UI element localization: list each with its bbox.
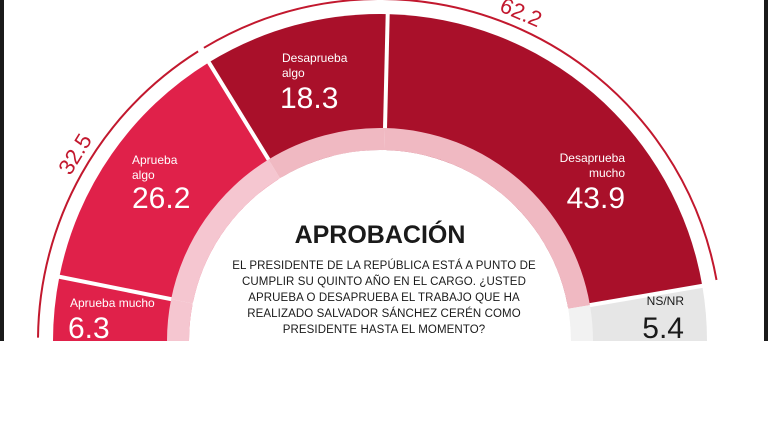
chart-title: APROBACIÓN <box>295 219 466 249</box>
chart-baseline <box>0 341 768 428</box>
value-label-ns-nr: 5.4 <box>642 312 684 345</box>
value-label-aprueba-mucho: 6.3 <box>68 312 110 345</box>
chart-question: EL PRESIDENTE DE LA REPÚBLICA ESTÁ A PUN… <box>232 260 536 336</box>
total-label-1: 32.5 <box>53 129 97 179</box>
total-arc-1 <box>37 50 199 338</box>
category-label-aprueba-algo: Aprueba algo <box>132 153 178 182</box>
inner-band-aprueba-algo <box>171 159 281 304</box>
total-label-2: 62.2 <box>496 0 545 32</box>
inner-band-desaprueba-algo <box>268 128 386 179</box>
total-arc-2 <box>203 0 718 281</box>
inner-band-aprueba-mucho <box>167 299 193 341</box>
category-label-ns-nr: NS/NR <box>647 294 685 308</box>
category-label-aprueba-mucho: Aprueba mucho <box>70 296 155 310</box>
category-label-desaprueba-mucho: Desaprueba mucho <box>560 151 626 180</box>
value-label-aprueba-algo: 26.2 <box>132 182 190 215</box>
inner-band-ns-nr <box>568 305 593 341</box>
chart-center <box>189 150 571 341</box>
category-label-desaprueba-algo: Desaprueba algo <box>282 51 348 80</box>
value-label-desaprueba-mucho: 43.9 <box>567 182 625 215</box>
inner-band-desaprueba-mucho <box>384 128 590 309</box>
value-label-desaprueba-algo: 18.3 <box>280 82 338 115</box>
